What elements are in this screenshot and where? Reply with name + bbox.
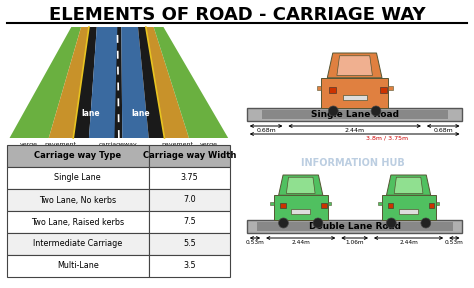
Polygon shape bbox=[328, 53, 382, 78]
Bar bbox=[256, 222, 453, 231]
Polygon shape bbox=[279, 175, 323, 195]
Circle shape bbox=[279, 218, 288, 228]
Text: 0.53m: 0.53m bbox=[246, 240, 264, 245]
Circle shape bbox=[328, 106, 338, 116]
Bar bbox=[429, 203, 435, 208]
Text: Two Lane, No kerbs: Two Lane, No kerbs bbox=[39, 196, 116, 204]
Bar bbox=[317, 86, 321, 90]
Bar bbox=[291, 209, 310, 214]
Text: Two Lane, Raised kerbs: Two Lane, Raised kerbs bbox=[31, 217, 124, 226]
Bar bbox=[7, 167, 149, 189]
Text: verge: verge bbox=[200, 142, 218, 147]
Text: lane: lane bbox=[82, 109, 100, 118]
Text: 7.5: 7.5 bbox=[183, 217, 196, 226]
Bar bbox=[247, 108, 463, 121]
Bar bbox=[7, 189, 149, 211]
Polygon shape bbox=[49, 27, 89, 138]
Circle shape bbox=[313, 218, 323, 228]
Bar bbox=[149, 167, 230, 189]
Bar bbox=[388, 203, 393, 208]
Bar bbox=[380, 87, 387, 93]
Text: 2.44m: 2.44m bbox=[399, 240, 418, 245]
Bar bbox=[270, 202, 274, 205]
Text: verge: verge bbox=[20, 142, 38, 147]
Polygon shape bbox=[154, 27, 228, 138]
Bar bbox=[7, 145, 149, 167]
Bar bbox=[149, 211, 230, 233]
Polygon shape bbox=[386, 175, 431, 195]
Text: 0.68m: 0.68m bbox=[433, 128, 453, 133]
Text: pavement: pavement bbox=[161, 142, 193, 147]
Bar bbox=[321, 203, 327, 208]
Polygon shape bbox=[89, 27, 118, 138]
Text: carriageway: carriageway bbox=[99, 142, 138, 147]
Polygon shape bbox=[274, 195, 328, 220]
Polygon shape bbox=[321, 78, 388, 108]
Bar bbox=[262, 110, 448, 119]
Text: ELEMENTS OF ROAD - CARRIAGE WAY: ELEMENTS OF ROAD - CARRIAGE WAY bbox=[49, 6, 425, 24]
Bar bbox=[7, 255, 149, 277]
Bar bbox=[436, 202, 439, 205]
Text: INFORMATION HUB: INFORMATION HUB bbox=[301, 158, 405, 168]
Text: 7.0: 7.0 bbox=[183, 196, 196, 204]
Circle shape bbox=[421, 218, 431, 228]
Circle shape bbox=[371, 106, 381, 116]
Text: Carriage way Type: Carriage way Type bbox=[34, 151, 121, 160]
Text: 2.44m: 2.44m bbox=[292, 240, 310, 245]
Text: Double Lane Road: Double Lane Road bbox=[309, 222, 401, 231]
Polygon shape bbox=[138, 27, 164, 138]
Polygon shape bbox=[121, 27, 149, 138]
Polygon shape bbox=[382, 195, 436, 220]
Bar bbox=[280, 203, 286, 208]
Text: 1.06m: 1.06m bbox=[346, 240, 364, 245]
Text: Multi-Lane: Multi-Lane bbox=[57, 262, 99, 270]
Polygon shape bbox=[73, 27, 97, 138]
Polygon shape bbox=[286, 177, 315, 194]
Bar bbox=[247, 220, 463, 233]
Bar bbox=[378, 202, 382, 205]
Bar bbox=[7, 233, 149, 255]
Polygon shape bbox=[394, 177, 423, 194]
Polygon shape bbox=[114, 27, 122, 138]
Text: 3.75: 3.75 bbox=[181, 173, 198, 183]
Bar bbox=[7, 211, 149, 233]
Text: Single Lane Road: Single Lane Road bbox=[310, 110, 399, 119]
Circle shape bbox=[386, 218, 396, 228]
Text: 5.5: 5.5 bbox=[183, 240, 196, 249]
Bar bbox=[388, 86, 392, 90]
Bar bbox=[343, 95, 367, 101]
Bar bbox=[399, 209, 418, 214]
Text: Carriage way Width: Carriage way Width bbox=[143, 151, 236, 160]
Text: 3.5: 3.5 bbox=[183, 262, 196, 270]
Polygon shape bbox=[146, 27, 189, 138]
Text: Intermediate Carriage: Intermediate Carriage bbox=[33, 240, 122, 249]
Text: lane: lane bbox=[132, 109, 150, 118]
Bar bbox=[329, 87, 336, 93]
Text: 3.8m / 3.75m: 3.8m / 3.75m bbox=[366, 136, 408, 141]
Text: 2.44m: 2.44m bbox=[345, 128, 365, 133]
Bar bbox=[149, 145, 230, 167]
Polygon shape bbox=[9, 27, 81, 138]
Bar bbox=[149, 189, 230, 211]
Text: 0.68m: 0.68m bbox=[256, 128, 276, 133]
Text: 0.53m: 0.53m bbox=[445, 240, 464, 245]
Text: pavement: pavement bbox=[45, 142, 76, 147]
Bar bbox=[149, 255, 230, 277]
Text: Single Lane: Single Lane bbox=[55, 173, 101, 183]
Bar bbox=[149, 233, 230, 255]
Polygon shape bbox=[337, 56, 373, 75]
Bar bbox=[328, 202, 331, 205]
